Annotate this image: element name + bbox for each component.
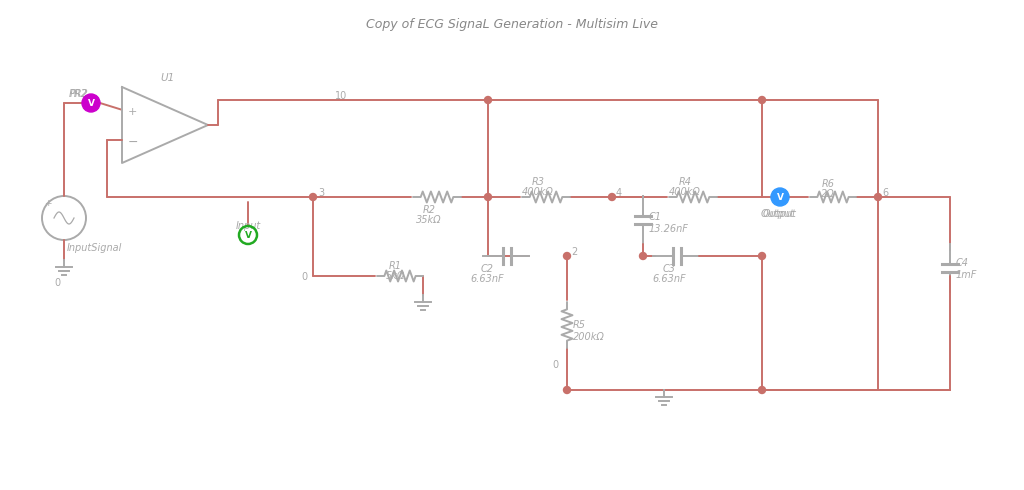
Text: 0: 0 [54, 278, 60, 288]
Text: PR2: PR2 [69, 89, 88, 99]
Text: 5kΩ: 5kΩ [385, 271, 404, 281]
Text: R1: R1 [388, 261, 401, 271]
Text: C4: C4 [956, 258, 969, 268]
Text: 35kΩ: 35kΩ [416, 215, 441, 225]
Circle shape [759, 252, 766, 260]
Text: +: + [44, 199, 51, 208]
Text: 0: 0 [301, 272, 307, 282]
Text: R4: R4 [679, 177, 691, 187]
Circle shape [309, 194, 316, 200]
Circle shape [759, 387, 766, 393]
Text: 10: 10 [335, 91, 347, 101]
Text: C1: C1 [649, 212, 662, 222]
Text: V: V [87, 98, 94, 107]
Text: InputSignal: InputSignal [67, 243, 123, 253]
Text: 2: 2 [571, 247, 578, 257]
Text: 13.26nF: 13.26nF [649, 224, 689, 234]
Text: R5: R5 [573, 320, 586, 330]
Text: U1: U1 [160, 73, 174, 83]
Text: PR2: PR2 [70, 89, 88, 99]
Text: Input: Input [236, 221, 261, 231]
Text: +: + [128, 107, 137, 117]
Text: 6.63nF: 6.63nF [652, 274, 686, 284]
Text: Output: Output [761, 209, 795, 219]
Circle shape [82, 94, 100, 112]
Text: 0: 0 [552, 360, 558, 370]
Text: 3: 3 [318, 188, 325, 198]
Text: Copy of ECG SignaL Generation - Multisim Live: Copy of ECG SignaL Generation - Multisim… [366, 18, 658, 31]
Text: −: − [128, 136, 138, 148]
Text: 6: 6 [882, 188, 888, 198]
Circle shape [771, 188, 790, 206]
Text: 4: 4 [616, 188, 623, 198]
Circle shape [563, 252, 570, 260]
Circle shape [563, 387, 570, 393]
Text: 6.63nF: 6.63nF [470, 274, 504, 284]
Circle shape [759, 97, 766, 103]
Text: V: V [245, 230, 252, 240]
Text: 200kΩ: 200kΩ [573, 332, 605, 342]
Text: Output: Output [763, 209, 797, 219]
Circle shape [640, 252, 646, 260]
Text: R6: R6 [821, 179, 835, 189]
Text: 400kΩ: 400kΩ [522, 187, 554, 197]
Text: 1mF: 1mF [956, 270, 977, 280]
Text: 2Ω: 2Ω [821, 189, 835, 199]
Circle shape [484, 194, 492, 200]
Circle shape [608, 194, 615, 200]
Text: R3: R3 [531, 177, 545, 187]
Text: 400kΩ: 400kΩ [669, 187, 701, 197]
Text: C3: C3 [663, 264, 676, 274]
Text: C2: C2 [480, 264, 494, 274]
Text: V: V [776, 193, 783, 201]
Circle shape [484, 97, 492, 103]
Text: R2: R2 [423, 205, 435, 215]
Circle shape [874, 194, 882, 200]
